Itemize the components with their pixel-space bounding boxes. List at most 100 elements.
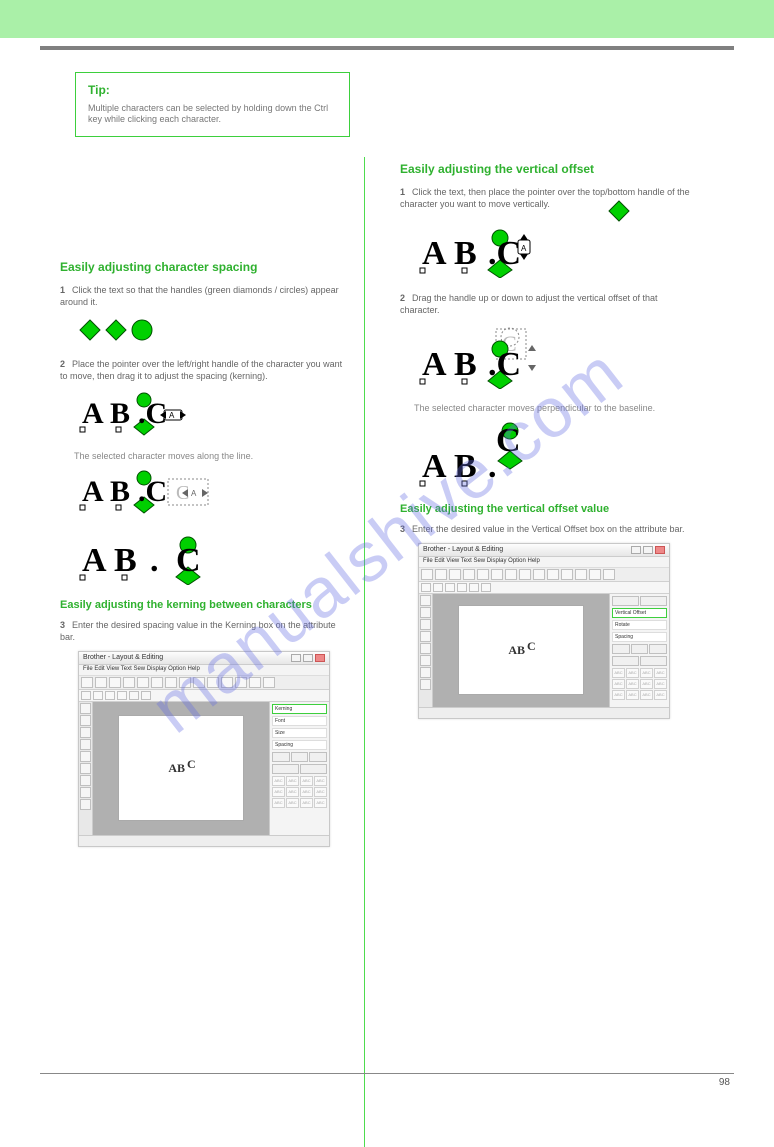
toolbar-button[interactable] bbox=[435, 569, 447, 580]
tab-button[interactable] bbox=[640, 596, 667, 606]
window-close-button[interactable] bbox=[655, 546, 665, 554]
transform-thumb[interactable]: ABC bbox=[272, 798, 285, 808]
tool-button[interactable] bbox=[80, 787, 91, 798]
transform-thumb[interactable]: ABC bbox=[272, 776, 285, 786]
toolbar-button[interactable] bbox=[151, 677, 163, 688]
toolbar-button[interactable] bbox=[505, 569, 517, 580]
tool-button[interactable] bbox=[420, 643, 431, 654]
panel-field[interactable]: Font bbox=[272, 716, 327, 726]
tool-button[interactable] bbox=[420, 679, 431, 690]
tab-button[interactable] bbox=[612, 596, 639, 606]
tool-button[interactable] bbox=[80, 703, 91, 714]
tool-button[interactable] bbox=[420, 667, 431, 678]
toolbar-button[interactable] bbox=[433, 583, 443, 592]
dir-button[interactable] bbox=[272, 764, 299, 774]
toolbar-button[interactable] bbox=[547, 569, 559, 580]
toolbar-button[interactable] bbox=[165, 677, 177, 688]
transform-thumb[interactable]: ABC bbox=[626, 679, 639, 689]
transform-thumb[interactable]: ABC bbox=[286, 776, 299, 786]
window-max-button[interactable] bbox=[303, 654, 313, 662]
toolbar-button[interactable] bbox=[129, 691, 139, 700]
panel-field[interactable]: Spacing bbox=[272, 740, 327, 750]
toolbar-button[interactable] bbox=[123, 677, 135, 688]
tool-button[interactable] bbox=[80, 775, 91, 786]
toolbar-button[interactable] bbox=[193, 677, 205, 688]
toolbar-button[interactable] bbox=[463, 569, 475, 580]
align-button[interactable] bbox=[649, 644, 667, 654]
toolbar-button[interactable] bbox=[235, 677, 247, 688]
transform-thumb[interactable]: ABC bbox=[314, 798, 327, 808]
tool-button[interactable] bbox=[420, 631, 431, 642]
tool-button[interactable] bbox=[420, 655, 431, 666]
toolbar-button[interactable] bbox=[95, 677, 107, 688]
transform-thumb[interactable]: ABC bbox=[612, 690, 625, 700]
window-min-button[interactable] bbox=[631, 546, 641, 554]
tool-button[interactable] bbox=[420, 619, 431, 630]
toolbar-button[interactable] bbox=[249, 677, 261, 688]
dir-button[interactable] bbox=[300, 764, 327, 774]
transform-thumb[interactable]: ABC bbox=[612, 679, 625, 689]
transform-thumb[interactable]: ABC bbox=[300, 776, 313, 786]
toolbar-button[interactable] bbox=[477, 569, 489, 580]
toolbar-button[interactable] bbox=[207, 677, 219, 688]
transform-thumb[interactable]: ABC bbox=[626, 668, 639, 678]
toolbar-button[interactable] bbox=[81, 677, 93, 688]
toolbar-button[interactable] bbox=[221, 677, 233, 688]
toolbar-button[interactable] bbox=[519, 569, 531, 580]
transform-thumb[interactable]: ABC bbox=[640, 690, 653, 700]
transform-thumb[interactable]: ABC bbox=[640, 679, 653, 689]
vertical-offset-field[interactable]: Vertical Offset bbox=[612, 608, 667, 618]
tool-button[interactable] bbox=[80, 799, 91, 810]
toolbar-button[interactable] bbox=[449, 569, 461, 580]
kerning-field[interactable]: Kerning bbox=[272, 704, 327, 714]
panel-field[interactable]: Rotate bbox=[612, 620, 667, 630]
toolbar-button[interactable] bbox=[105, 691, 115, 700]
tool-button[interactable] bbox=[420, 607, 431, 618]
toolbar-button[interactable] bbox=[81, 691, 91, 700]
toolbar-button[interactable] bbox=[481, 583, 491, 592]
toolbar-button[interactable] bbox=[469, 583, 479, 592]
toolbar-button[interactable] bbox=[589, 569, 601, 580]
toolbar-button[interactable] bbox=[575, 569, 587, 580]
panel-field[interactable]: Spacing bbox=[612, 632, 667, 642]
transform-thumb[interactable]: ABC bbox=[300, 798, 313, 808]
toolbar-button[interactable] bbox=[93, 691, 103, 700]
align-button[interactable] bbox=[631, 644, 649, 654]
align-button[interactable] bbox=[309, 752, 327, 762]
transform-thumb[interactable]: ABC bbox=[654, 668, 667, 678]
transform-thumb[interactable]: ABC bbox=[314, 787, 327, 797]
toolbar-button[interactable] bbox=[603, 569, 615, 580]
dir-button[interactable] bbox=[640, 656, 667, 666]
tool-button[interactable] bbox=[80, 751, 91, 762]
transform-thumb[interactable]: ABC bbox=[626, 690, 639, 700]
tool-button[interactable] bbox=[80, 739, 91, 750]
transform-thumb[interactable]: ABC bbox=[640, 668, 653, 678]
toolbar-button[interactable] bbox=[179, 677, 191, 688]
toolbar-button[interactable] bbox=[117, 691, 127, 700]
window-close-button[interactable] bbox=[315, 654, 325, 662]
tool-button[interactable] bbox=[80, 763, 91, 774]
transform-thumb[interactable]: ABC bbox=[654, 690, 667, 700]
transform-thumb[interactable]: ABC bbox=[300, 787, 313, 797]
panel-field[interactable]: Size bbox=[272, 728, 327, 738]
align-button[interactable] bbox=[612, 644, 630, 654]
align-button[interactable] bbox=[291, 752, 309, 762]
toolbar-button[interactable] bbox=[263, 677, 275, 688]
canvas-area[interactable]: ABC bbox=[433, 594, 609, 707]
window-max-button[interactable] bbox=[643, 546, 653, 554]
tool-button[interactable] bbox=[80, 715, 91, 726]
align-button[interactable] bbox=[272, 752, 290, 762]
transform-thumb[interactable]: ABC bbox=[612, 668, 625, 678]
transform-thumb[interactable]: ABC bbox=[286, 787, 299, 797]
toolbar-button[interactable] bbox=[491, 569, 503, 580]
toolbar-button[interactable] bbox=[141, 691, 151, 700]
transform-thumb[interactable]: ABC bbox=[286, 798, 299, 808]
window-min-button[interactable] bbox=[291, 654, 301, 662]
menu-bar[interactable]: File Edit View Text Sew Display Option H… bbox=[419, 557, 669, 568]
toolbar-button[interactable] bbox=[533, 569, 545, 580]
toolbar-button[interactable] bbox=[137, 677, 149, 688]
toolbar-button[interactable] bbox=[421, 569, 433, 580]
tool-button[interactable] bbox=[80, 727, 91, 738]
transform-thumb[interactable]: ABC bbox=[272, 787, 285, 797]
dir-button[interactable] bbox=[612, 656, 639, 666]
